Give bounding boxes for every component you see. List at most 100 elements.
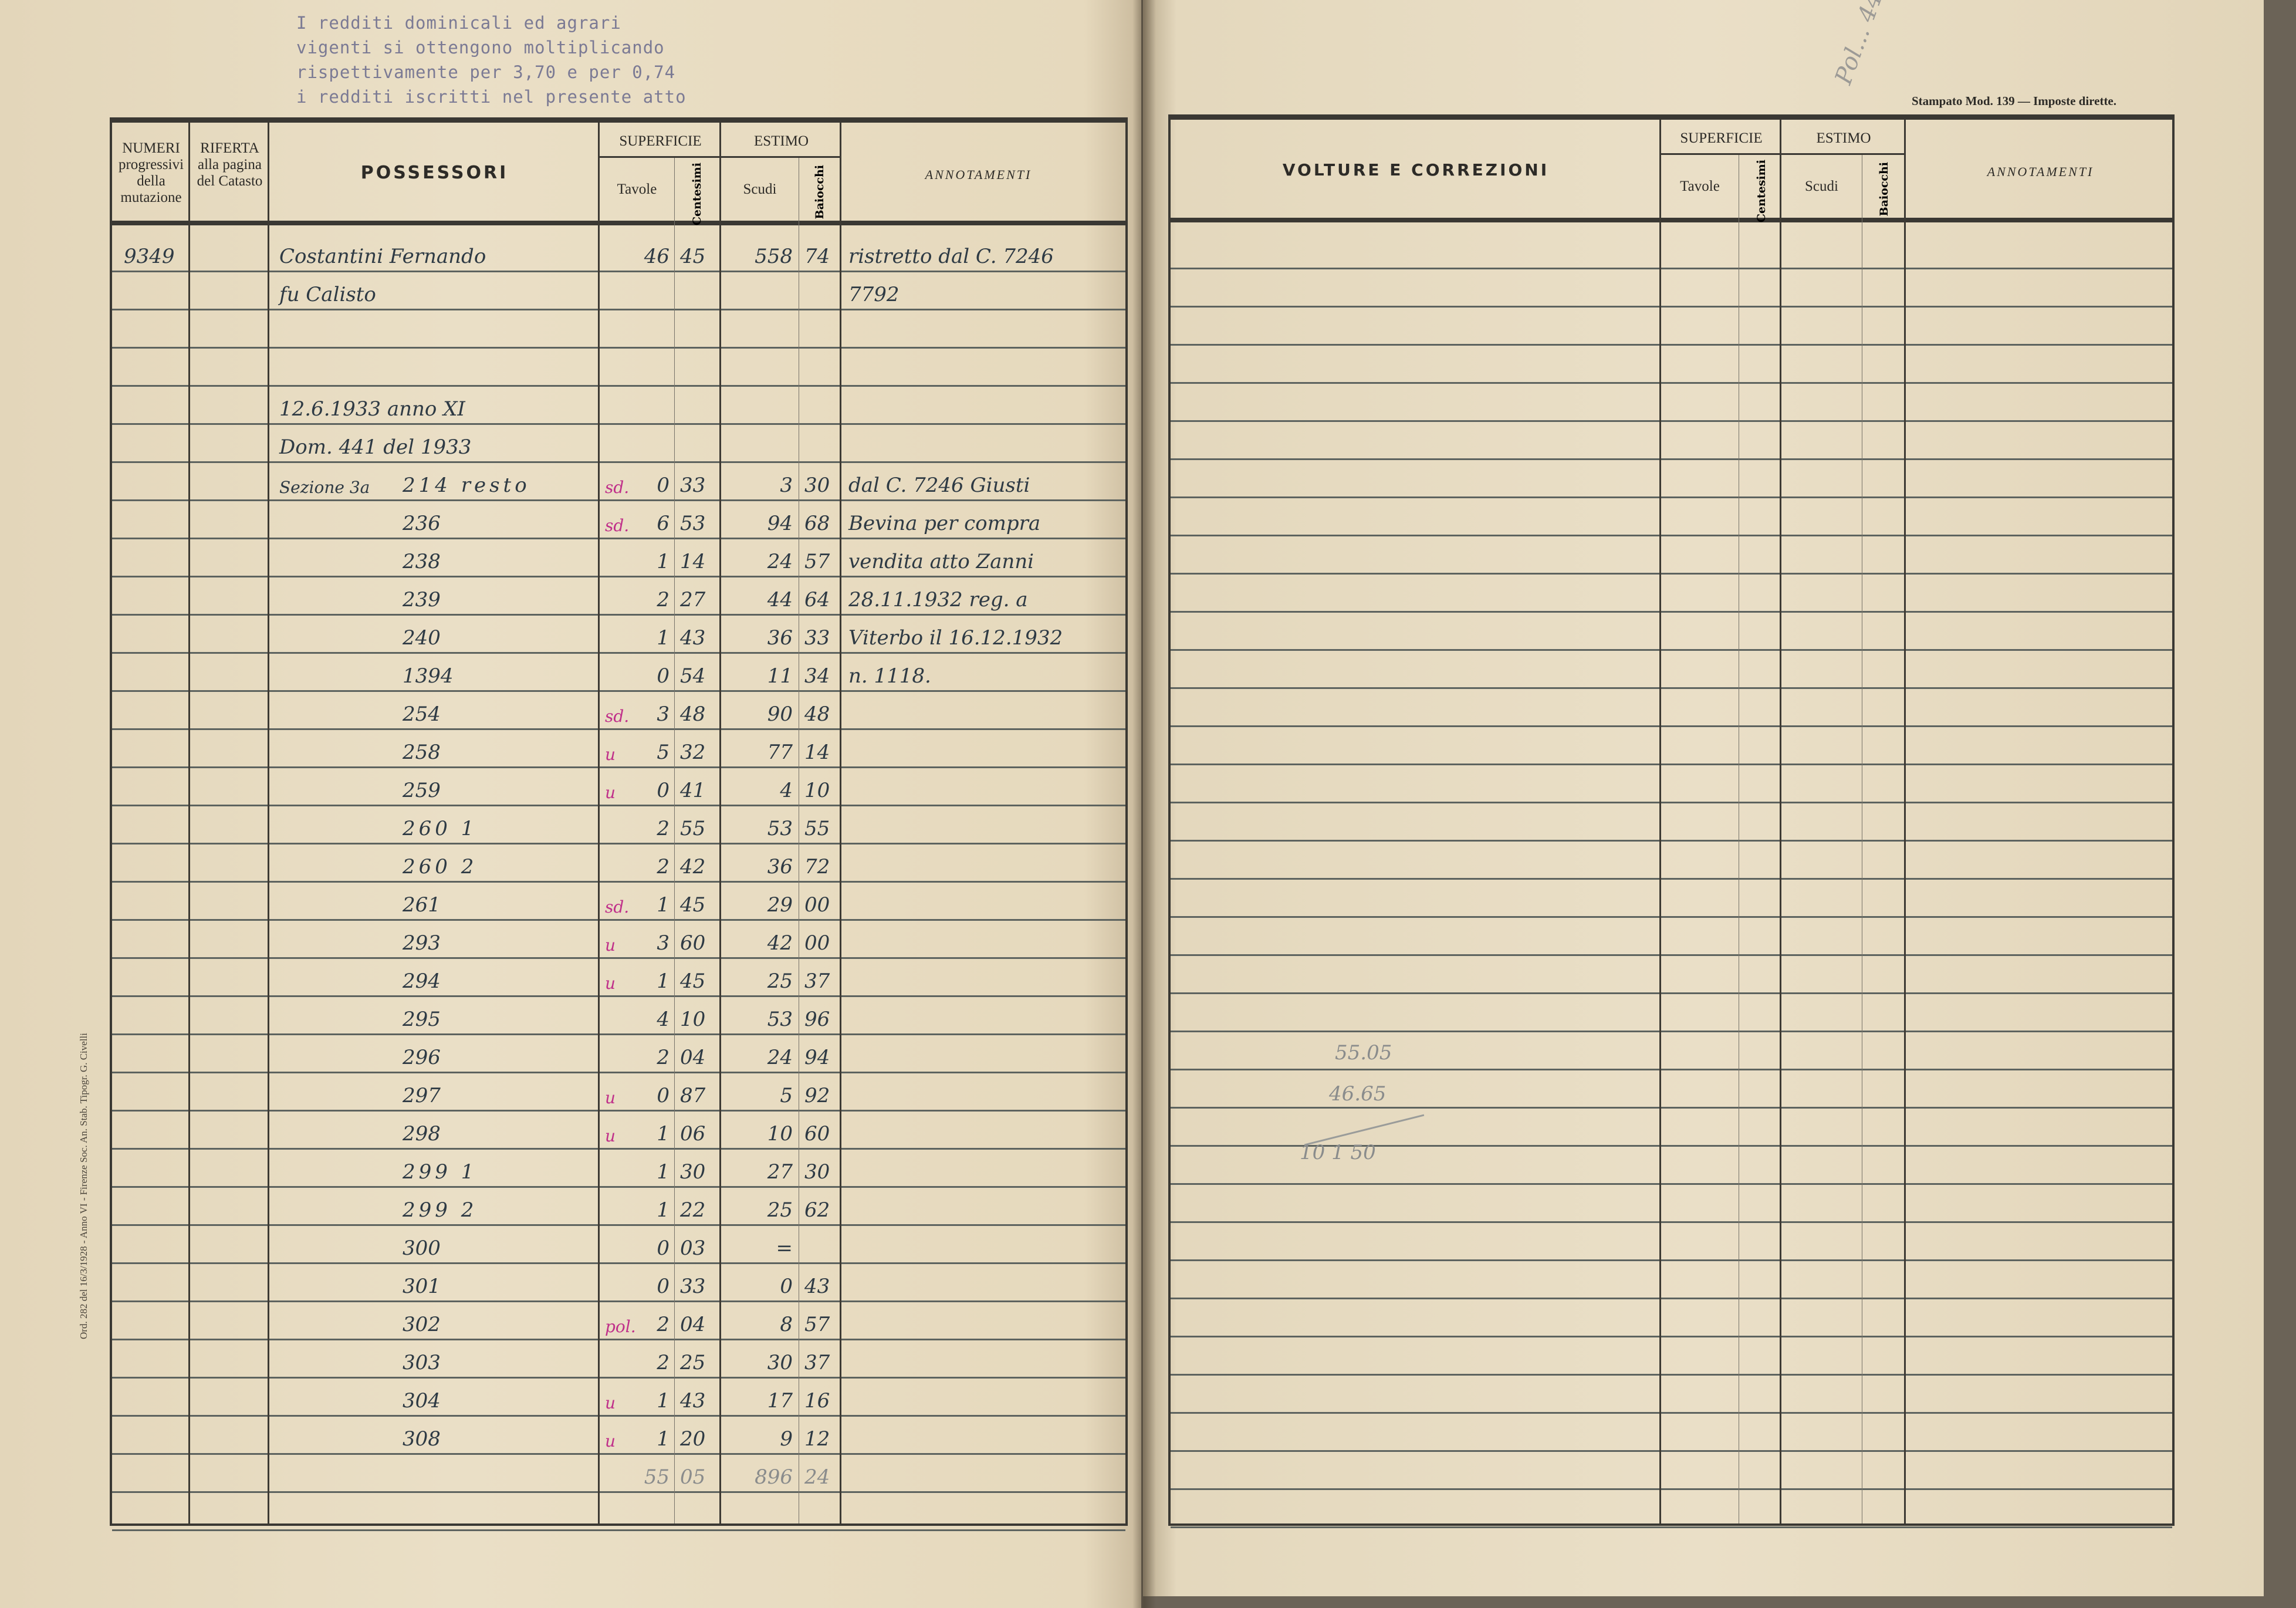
printed-note-line: i redditi iscritti nel presente atto [296,87,687,107]
cell-part: 214 resto [403,474,530,497]
cell-cent: 45 [680,969,706,993]
table-row [1171,1070,2172,1109]
cell-part: 294 [403,969,441,993]
table-row [1171,1032,2172,1070]
cell-tav: 0 [657,1237,669,1260]
cell-cent: 06 [680,1122,706,1146]
cell-tav: 2 [657,1046,669,1069]
table-row: 261 sd. 1 45 29 00 [112,883,1125,921]
cell-scudi: 11 [767,664,793,688]
pencil-calc-line: 10 1 50 [1300,1141,1376,1164]
cell-q: sd. [605,707,630,726]
table-row [1171,346,2172,384]
header-estimo: ESTIMO [721,123,841,158]
table-row [1171,536,2172,575]
cell-tav: 0 [657,474,669,497]
cell-part: 236 [403,512,441,535]
cell-cent: 04 [680,1313,706,1336]
cell-tav: 1 [657,1389,669,1413]
table-row [1171,1147,2172,1185]
cell-q: u [605,1126,616,1146]
cell-part: 300 [403,1237,441,1260]
cell-poss: Dom. 441 del 1933 [279,435,472,459]
table-row [1171,1185,2172,1223]
table-row: 299 1 1 30 27 30 [112,1150,1125,1188]
header-scudi: Scudi [743,181,777,197]
cell-poss: 12.6.1933 anno XI [279,397,465,421]
cell-cent: 55 [680,817,706,840]
cell-tav: 3 [657,931,669,955]
cell-q: u [605,974,616,993]
header-tavole: Tavole [1680,178,1720,194]
cell-cent: 43 [680,626,706,650]
table-row: 297 u 0 87 5 92 [112,1073,1125,1112]
table-row: 302 pol. 2 04 8 57 [112,1302,1125,1340]
header-superficie: SUPERFICIE [600,123,721,158]
table-row [1171,956,2172,994]
cell-tav: 1 [657,1427,669,1451]
cell-part: 260 2 [403,855,478,879]
table-row [112,349,1125,387]
cell-baj: 57 [804,550,830,573]
table-row: 239 2 27 44 64 28.11.1932 reg. a [112,577,1125,616]
cell-part: 296 [403,1046,441,1069]
cell-baj: 64 [804,588,830,612]
table-row [1171,1261,2172,1299]
table-row [1171,1376,2172,1414]
table-row: 304 u 1 43 17 16 [112,1379,1125,1417]
table-row [1171,651,2172,689]
table-row [1171,308,2172,346]
cell-scudi: 27 [767,1160,793,1184]
cell-tav: 0 [657,1084,669,1107]
cell-cent: 14 [680,550,706,573]
cell-baj: 33 [804,626,830,650]
cell-part: 308 [403,1427,441,1451]
right-table-header: VOLTURE E CORREZIONI SUPERFICIE Tavole C… [1171,120,2172,222]
cell-tav: 46 [644,245,669,268]
table-row [1171,727,2172,765]
cell-annot: ristretto dal C. 7246 [848,245,1054,268]
header-centesimi: Centesimi [1755,160,1768,223]
table-row: 301 0 33 0 43 [112,1264,1125,1302]
pencil-calc-line: 55.05 [1335,1041,1392,1065]
cell-part: 258 [403,741,441,764]
printed-note-line: I redditi dominicali ed agrari [296,13,621,33]
cell-tav: 1 [657,893,669,917]
cell-part: 1394 [403,664,454,688]
table-row [1171,384,2172,422]
table-row: 260 2 2 42 36 72 [112,844,1125,883]
header-annotamenti: ANNOTAMENTI [1987,164,2094,179]
cell-tav: 2 [657,588,669,612]
table-row: 254 sd. 3 48 90 48 [112,692,1125,730]
cell-baj: 30 [804,474,830,497]
cell-q: u [605,935,616,955]
cell-cent: 45 [680,245,706,268]
cell-part: 261 [403,893,441,917]
cell-scudi: 558 [755,245,793,268]
printed-note-line: rispettivamente per 3,70 e per 0,74 [296,62,676,82]
cell-part: 297 [403,1084,441,1107]
cell-cent: 32 [680,741,706,764]
cell-baj: 12 [804,1427,830,1451]
cell-part: 298 [403,1122,441,1146]
cell-q: u [605,1393,616,1413]
table-row [112,1493,1125,1531]
cell-sez: Sezione 3a [279,478,370,497]
header-annotamenti: ANNOTAMENTI [925,167,1032,182]
right-page: Pol... 446 Stampato Mod. 139 — Imposte d… [1143,0,2264,1596]
table-row [1171,1337,2172,1376]
cell-scudi: 90 [767,702,793,726]
cell-scudi: 42 [767,931,793,955]
table-row: 299 2 1 22 25 62 [112,1188,1125,1226]
cell-cent: 45 [680,893,706,917]
cell-tav: 2 [657,855,669,879]
cell-baj: 96 [804,1008,830,1031]
header-numeri: NUMERI progressivi della mutazione [118,140,184,205]
table-row [1171,880,2172,918]
cell-part: 299 2 [403,1198,478,1222]
cell-cent: 41 [680,779,706,802]
cell-baj: 92 [804,1084,830,1107]
cell-tav: 55 [644,1465,669,1489]
cell-tav: 0 [657,664,669,688]
cell-baj: 94 [804,1046,830,1069]
